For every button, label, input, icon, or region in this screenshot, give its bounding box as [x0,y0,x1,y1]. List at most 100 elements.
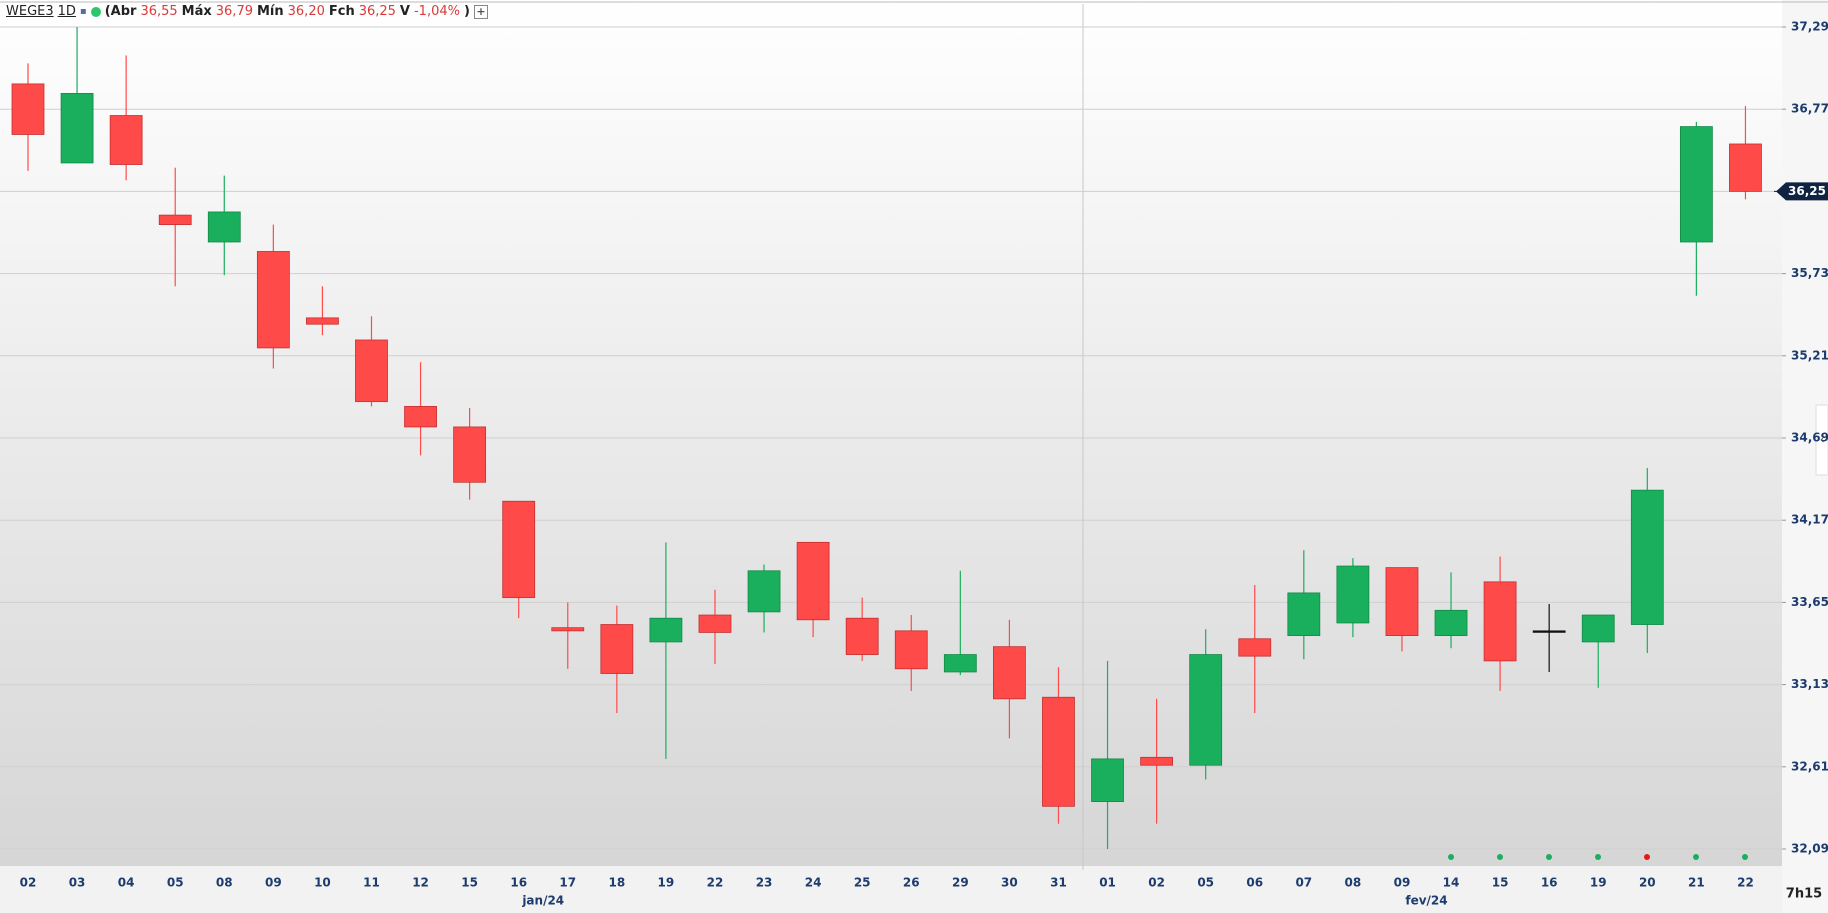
interval[interactable]: 1D [57,4,76,19]
event-dots [1448,854,1748,860]
event-dot [1644,854,1650,860]
candle-body [158,214,192,225]
high-label: Máx [181,4,212,19]
candle-body [1336,565,1370,624]
candle-body [1581,614,1615,643]
x-tick-label: 15 [461,876,478,890]
candle-body [1532,630,1566,633]
change-value: -1,04% [413,4,460,19]
x-tick-label: 07 [1295,876,1312,890]
candle-body [1483,581,1517,662]
clock-label: 7h15 [1786,887,1822,902]
candle-body [894,630,928,670]
grid [0,4,1782,870]
change-label: V [399,4,410,19]
candle-body [306,317,339,325]
y-tick-label: 33,65 [1791,595,1828,609]
x-tick-label: 22 [707,876,724,890]
x-tick-label: 26 [903,876,920,890]
x-tick-label: 01 [1099,876,1116,890]
x-tick-label: 11 [363,876,380,890]
settings-icon[interactable]: ▪ [79,6,87,17]
expand-button[interactable] [1815,404,1828,476]
candle-body [1287,592,1321,636]
last-price-label: 36,25 [1788,184,1826,198]
candle-body [207,211,241,243]
candle-body [1385,567,1419,636]
y-tick-label: 35,21 [1791,348,1828,362]
candle-body [649,617,683,643]
y-tick-label: 35,73 [1791,266,1828,280]
add-button[interactable]: + [473,4,488,19]
y-tick-label: 32,09 [1791,842,1828,856]
event-dot [1595,854,1601,860]
candle-body [502,500,536,599]
candle-body [993,646,1026,700]
low-value: 36,20 [287,4,325,19]
candle-body [256,251,290,349]
candle-body [943,654,977,673]
x-tick-label: 06 [1246,876,1263,890]
candle-body [600,624,634,674]
event-dot [1546,854,1552,860]
x-tick-label: 16 [510,876,527,890]
event-dot [1693,854,1699,860]
x-tick-label: 31 [1050,876,1067,890]
close-value: 36,25 [358,4,396,19]
expand-icon: ‹ [1820,433,1825,447]
x-tick-label: 17 [559,876,576,890]
x-tick-label: 25 [854,876,871,890]
candle-body [1729,143,1762,192]
candle-body [1434,609,1468,636]
x-tick-label: 05 [1197,876,1214,890]
x-tick-label: 24 [805,876,822,890]
x-tick-label: 18 [608,876,625,890]
x-tick-label: 09 [1394,876,1411,890]
x-tick-label: 03 [69,876,86,890]
plot-background [0,0,1782,866]
candle-body [1091,758,1124,802]
x-tick-label: 19 [658,876,675,890]
x-tick-label: 22 [1737,876,1754,890]
high-value: 36,79 [215,4,253,19]
x-tick-label: 20 [1639,876,1656,890]
candle-body [1140,756,1174,766]
candle-body [404,405,437,428]
candle-body [1189,654,1223,766]
candle-body [109,115,143,165]
candle-body [60,92,94,164]
low-label: Mín [256,4,284,19]
x-tick-label: 19 [1590,876,1607,890]
candle-body [11,83,45,135]
x-tick-label: 08 [1345,876,1362,890]
close-label: Fch [328,4,355,19]
candle-body [1238,638,1272,657]
y-tick-label: 32,61 [1791,759,1828,773]
x-tick-label: 08 [216,876,233,890]
last-price-tag [1776,182,1828,201]
x-tick-label: 02 [20,876,37,890]
candle-body [796,541,830,621]
candle-body [355,339,388,403]
x-tick-label: 23 [756,876,773,890]
x-tick-label: 09 [265,876,282,890]
candle-body [1630,489,1664,625]
header: WEGE3 1D ▪ (Abr 36,55 Máx 36,79 Mín 36,2… [6,4,488,19]
open-value: 36,55 [140,4,178,19]
symbol[interactable]: WEGE3 [6,4,54,19]
close-paren: ) [463,4,470,19]
y-tick-label: 33,13 [1791,677,1828,691]
candle-body [1679,126,1713,243]
candle-body [747,570,781,613]
candle-body [845,617,879,655]
month-label: fev/24 [1405,894,1447,908]
x-tick-label: 21 [1688,876,1705,890]
month-label: jan/24 [521,894,564,908]
x-tick-label: 29 [952,876,969,890]
event-dot [1497,854,1503,860]
y-tick-label: 34,69 [1791,431,1828,445]
status-dot [90,6,101,17]
event-dot [1742,854,1748,860]
candle-body [551,627,585,632]
x-tick-label: 16 [1541,876,1558,890]
